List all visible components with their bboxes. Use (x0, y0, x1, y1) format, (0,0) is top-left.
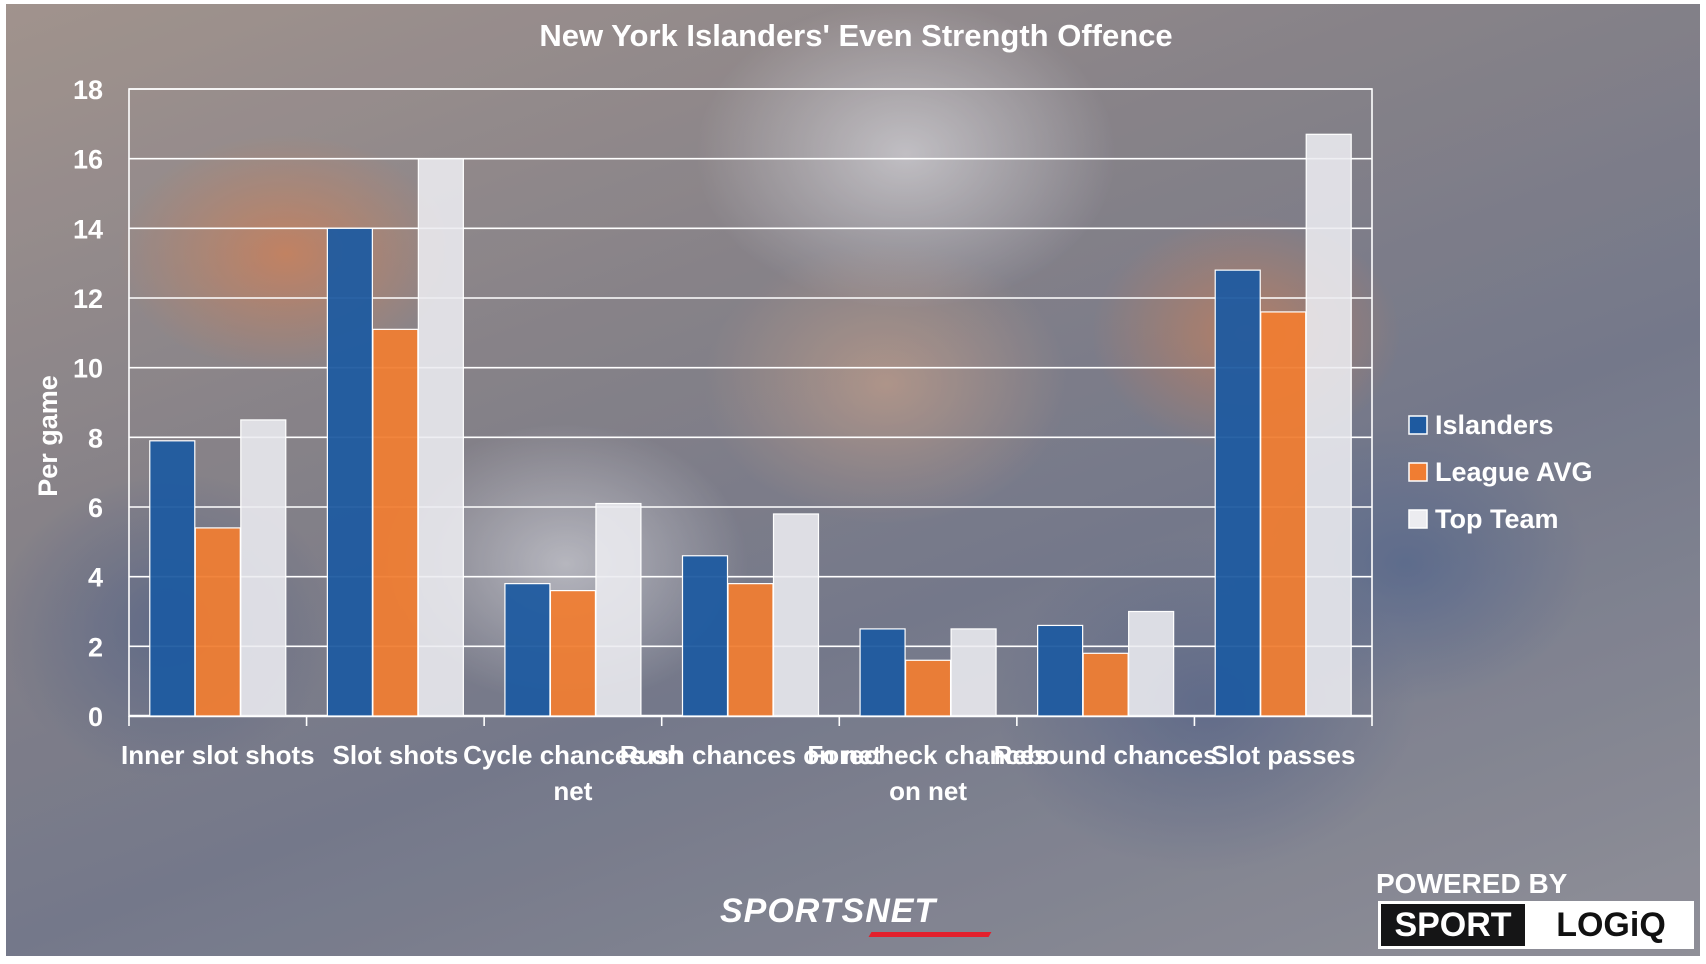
legend-label: Top Team (1435, 504, 1559, 534)
sportsnet-logo-swoosh (868, 932, 992, 937)
x-category-label: Inner slot shots (121, 740, 315, 770)
bar-islanders (326, 227, 373, 717)
sportlogiq-logo-logiq: LOGiQ (1528, 901, 1694, 949)
y-tick-label: 18 (73, 75, 103, 105)
bar-chart: New York Islanders' Even Strength Offenc… (6, 4, 1700, 956)
bar-league-avg (549, 589, 597, 717)
legend-swatch (1408, 462, 1428, 482)
x-category-label: Forecheck chances on net (807, 740, 1048, 806)
sportsnet-logo-text: SPORTSNET (720, 892, 937, 930)
y-tick-label: 0 (88, 702, 103, 732)
bar-top-team (595, 502, 642, 717)
y-axis-label: Per game (33, 375, 63, 497)
legend-label: League AVG (1435, 457, 1593, 487)
y-tick-label: 10 (73, 354, 103, 384)
x-category-label: Slot passes (1211, 740, 1356, 770)
bar-islanders (859, 628, 906, 717)
bar-league-avg (1260, 311, 1307, 717)
sportlogiq-logo-sport: SPORT (1378, 901, 1528, 949)
sportlogiq-logo: SPORT LOGiQ (1378, 901, 1694, 949)
legend-swatch (1408, 415, 1428, 435)
bar-league-avg (372, 328, 419, 717)
x-category-label: Slot shots (333, 740, 459, 770)
bars (149, 133, 1352, 717)
bar-islanders (1214, 269, 1261, 717)
y-tick-label: 6 (88, 493, 103, 523)
x-category-label: Rebound chances (994, 740, 1218, 770)
bar-top-team (950, 628, 997, 717)
bar-top-team (240, 419, 287, 717)
bar-top-team (772, 513, 820, 717)
x-category-label: Rush chances on net (620, 740, 882, 770)
y-tick-label: 2 (88, 632, 103, 662)
bar-league-avg (727, 583, 774, 717)
bar-league-avg (1082, 652, 1129, 717)
bar-league-avg (194, 527, 241, 717)
y-tick-label: 16 (73, 145, 103, 175)
bar-top-team (1305, 133, 1352, 717)
powered-by-label: POWERED BY (1376, 868, 1568, 899)
legend-label: Islanders (1435, 410, 1554, 440)
y-tick-label: 8 (88, 423, 103, 453)
y-tick-labels: 0 2 4 6 8 10 12 14 16 18 (73, 75, 103, 732)
y-tick-label: 4 (88, 563, 103, 593)
x-category-labels: Inner slot shots Slot shots Cycle chances … (121, 740, 1355, 806)
bar-league-avg (904, 659, 952, 717)
y-tick-label: 14 (73, 214, 103, 244)
bar-islanders (504, 583, 551, 717)
bar-islanders (1037, 624, 1084, 717)
bar-islanders (681, 555, 729, 717)
legend: Islanders League AVG Top Team (1408, 410, 1593, 534)
bar-top-team (417, 158, 464, 717)
bar-islanders (149, 440, 196, 717)
y-tick-label: 12 (73, 284, 103, 314)
legend-swatch (1408, 509, 1428, 529)
x-category-label: Cycle chances on net (463, 740, 683, 806)
chart-title: New York Islanders' Even Strength Offenc… (539, 18, 1172, 53)
sportsnet-logo: SPORTSNET (720, 892, 992, 937)
bar-top-team (1128, 610, 1175, 717)
chart-frame: New York Islanders' Even Strength Offenc… (6, 4, 1700, 956)
